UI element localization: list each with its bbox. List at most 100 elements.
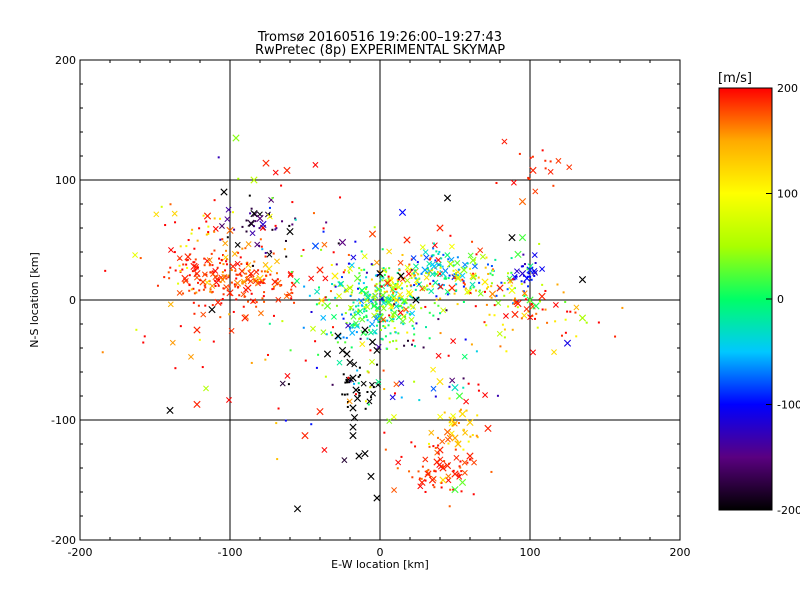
data-marker <box>232 134 240 142</box>
data-dot <box>178 257 181 260</box>
data-dot <box>245 278 248 281</box>
data-dot <box>377 270 380 273</box>
data-dot <box>472 272 475 275</box>
data-dot <box>275 227 278 230</box>
x-tick-label: -100 <box>218 546 243 559</box>
data-dot <box>271 288 274 291</box>
data-dot <box>398 297 401 300</box>
data-marker <box>259 220 267 228</box>
data-dot <box>357 382 360 385</box>
data-dot <box>255 283 258 286</box>
data-cross <box>286 291 293 298</box>
data-dot <box>473 258 476 261</box>
data-dot <box>408 263 411 266</box>
data-dot <box>434 446 437 449</box>
data-cross <box>454 260 461 266</box>
data-cross <box>391 293 398 300</box>
data-dot <box>375 283 378 286</box>
data-cross <box>539 266 546 272</box>
data-dot <box>235 298 238 301</box>
data-marker <box>383 279 392 287</box>
data-dot <box>390 276 393 279</box>
data-dot <box>321 304 324 307</box>
data-dot <box>456 303 459 306</box>
data-dot <box>343 290 346 293</box>
data-dot <box>521 265 524 268</box>
data-cross <box>479 253 486 260</box>
data-marker <box>184 253 192 261</box>
data-marker <box>193 400 201 408</box>
data-cross <box>412 263 419 270</box>
data-cross <box>212 268 219 274</box>
data-dot <box>452 264 455 267</box>
data-marker <box>338 346 347 354</box>
data-cross <box>410 255 417 262</box>
data-cross <box>462 429 469 436</box>
data-marker <box>508 286 516 294</box>
data-dot <box>383 319 386 322</box>
data-dot <box>365 276 368 279</box>
data-dot <box>406 311 409 314</box>
data-dot <box>169 203 172 206</box>
data-dot <box>436 436 439 439</box>
data-dot <box>174 269 177 272</box>
data-dot <box>400 455 403 458</box>
data-dot <box>457 268 460 271</box>
data-dot <box>538 300 541 303</box>
data-dot <box>366 391 369 394</box>
data-marker <box>256 214 264 222</box>
data-dot <box>432 314 435 317</box>
data-dot <box>335 263 338 266</box>
data-dot <box>379 289 382 292</box>
data-marker <box>451 486 459 494</box>
data-dot <box>362 282 365 285</box>
data-cross <box>422 249 429 256</box>
data-marker <box>412 296 420 304</box>
data-dot <box>204 286 207 289</box>
data-dot <box>234 269 237 272</box>
data-dot <box>374 274 377 277</box>
data-dot <box>416 298 419 301</box>
data-marker <box>311 242 320 250</box>
data-dot <box>395 291 398 294</box>
data-marker <box>353 274 362 282</box>
data-dot <box>244 247 247 250</box>
data-dot <box>457 421 460 424</box>
data-dot <box>392 318 395 321</box>
y-tick-label: 200 <box>55 54 76 67</box>
data-cross <box>223 284 230 291</box>
data-dot <box>488 313 491 316</box>
data-dot <box>420 307 423 310</box>
data-dot <box>396 467 399 470</box>
colorbar-ticks: -200 -100 0 100 200 <box>766 82 800 517</box>
data-cross <box>419 244 426 251</box>
data-marker <box>436 446 444 454</box>
data-dot <box>346 393 349 396</box>
data-marker <box>397 272 405 280</box>
data-dot <box>422 346 425 349</box>
data-dot <box>348 327 351 330</box>
data-dot <box>338 284 341 287</box>
data-marker <box>350 414 359 422</box>
data-cross <box>440 307 447 314</box>
data-cross <box>428 429 435 436</box>
data-dot <box>520 280 523 283</box>
data-dot <box>387 324 390 327</box>
data-dot <box>395 301 398 304</box>
data-dot <box>342 336 345 339</box>
data-dot <box>343 393 346 396</box>
data-dot <box>186 258 189 261</box>
data-dot <box>493 314 496 317</box>
data-dot <box>265 274 268 277</box>
data-dot <box>221 271 224 274</box>
data-dot <box>350 346 353 349</box>
data-marker <box>193 326 201 334</box>
data-dot <box>363 306 366 309</box>
data-dot <box>426 288 429 291</box>
data-dot <box>250 275 253 278</box>
data-dot <box>362 316 365 319</box>
data-cross <box>337 281 344 288</box>
data-dot <box>363 310 366 313</box>
data-dot <box>507 272 510 275</box>
data-cross <box>391 487 398 493</box>
